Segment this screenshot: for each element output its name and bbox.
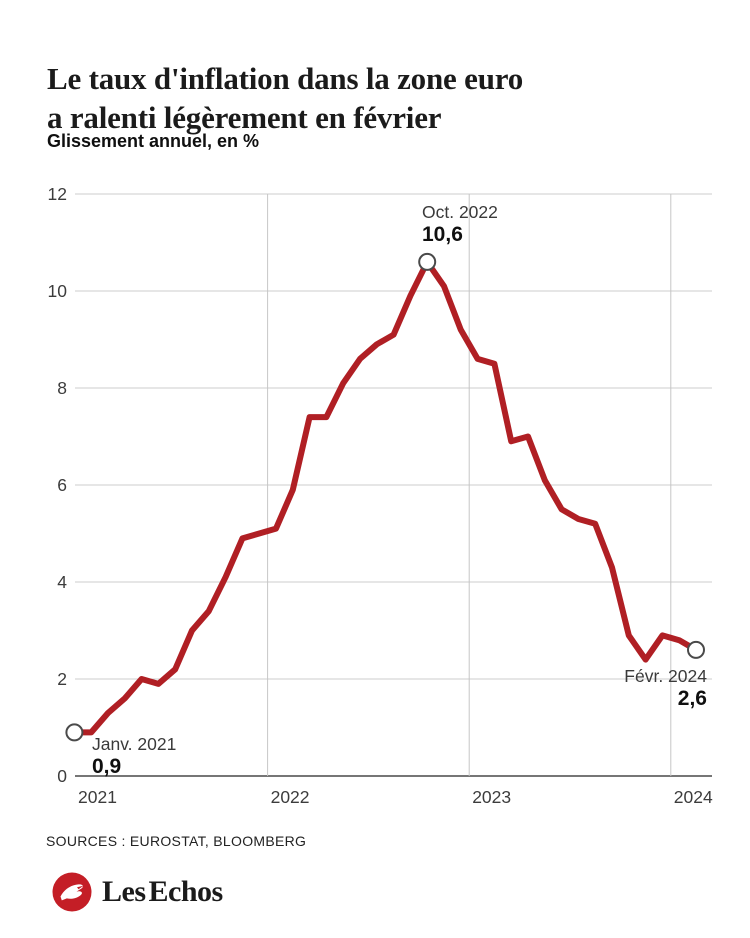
y-tick-label-4: 4 <box>57 572 67 592</box>
brand-name: Les Echos <box>102 875 223 908</box>
marker-2021-01 <box>65 723 84 742</box>
marker-2022-10 <box>418 252 437 271</box>
annotation-start-value: 0,9 <box>92 755 122 778</box>
sources-note: SOURCES : EUROSTAT, BLOOMBERG <box>46 833 307 849</box>
y-tick-label-8: 8 <box>57 378 67 398</box>
annotation-start-label: Janv. 2021 <box>92 734 177 754</box>
marker-2024-02 <box>687 640 705 659</box>
les-echos-bird-icon <box>52 872 92 912</box>
page-title: Le taux d'inflation dans la zone euro a … <box>47 59 707 137</box>
y-tick-label-10: 10 <box>48 281 68 301</box>
annotation-peak: Oct. 2022 10,6 <box>422 202 498 245</box>
x-tick-label-2021: 2021 <box>78 787 117 807</box>
x-tick-label-2024: 2024 <box>674 787 713 807</box>
annotation-start: Janv. 2021 0,9 <box>92 734 176 777</box>
annotation-peak-value: 10,6 <box>422 223 463 246</box>
annotation-end-label: Févr. 2024 <box>624 666 707 686</box>
title-line-2: a ralenti légèrement en février <box>47 99 442 135</box>
title-line-1: Le taux d'inflation dans la zone euro <box>47 60 524 96</box>
annotation-end: Févr. 2024 2,6 <box>624 666 707 709</box>
chart-subtitle: Glissement annuel, en % <box>47 131 260 151</box>
annotation-end-value: 2,6 <box>677 687 707 710</box>
x-tick-label-2022: 2022 <box>271 787 310 807</box>
y-tick-label-0: 0 <box>57 766 67 786</box>
inflation-line <box>71 258 699 736</box>
y-tick-label-2: 2 <box>57 669 67 689</box>
annotation-peak-label: Oct. 2022 <box>422 202 498 222</box>
y-tick-label-12: 12 <box>48 184 67 204</box>
y-tick-label-6: 6 <box>57 475 67 495</box>
x-tick-label-2023: 2023 <box>472 787 511 807</box>
brand-logo: Les Echos <box>52 872 223 912</box>
